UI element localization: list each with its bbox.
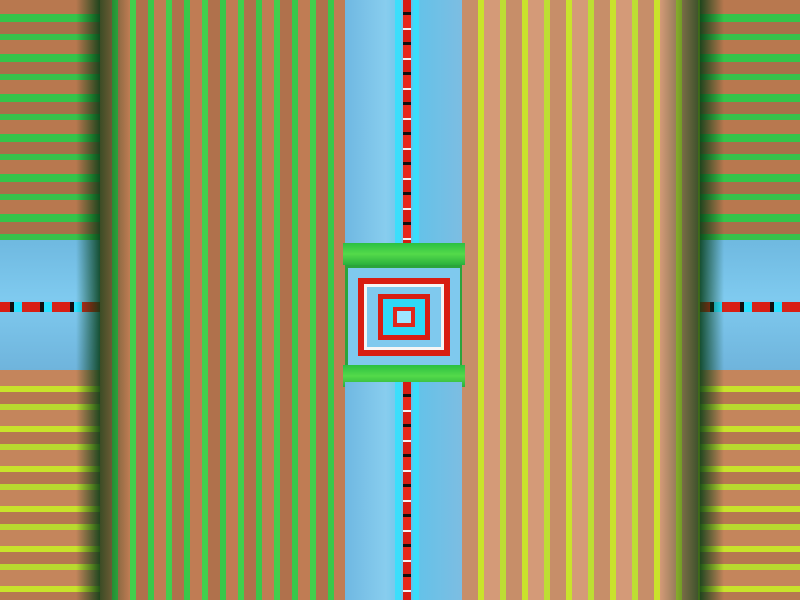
grass-bank-south: [343, 365, 465, 387]
right-side-panel: [700, 0, 800, 600]
outer-ring: [358, 278, 450, 356]
red-path: [403, 382, 411, 600]
crop-field-right[interactable]: [462, 0, 700, 600]
river-south: [345, 382, 462, 600]
cyan-edge: [395, 382, 401, 600]
central-plaza[interactable]: [348, 268, 460, 366]
grass-bank-north: [343, 243, 465, 265]
cyan-edge: [413, 382, 419, 600]
cyan-edge: [395, 0, 401, 248]
cyan-edge: [413, 0, 419, 248]
panel-shadow: [76, 0, 100, 600]
left-side-panel: [0, 0, 100, 600]
main-field[interactable]: [100, 0, 700, 600]
red-path: [403, 0, 411, 248]
river-north: [345, 0, 462, 248]
panel-shadow: [700, 0, 724, 600]
crop-field-left[interactable]: [100, 0, 345, 600]
center-marker[interactable]: [393, 307, 415, 327]
